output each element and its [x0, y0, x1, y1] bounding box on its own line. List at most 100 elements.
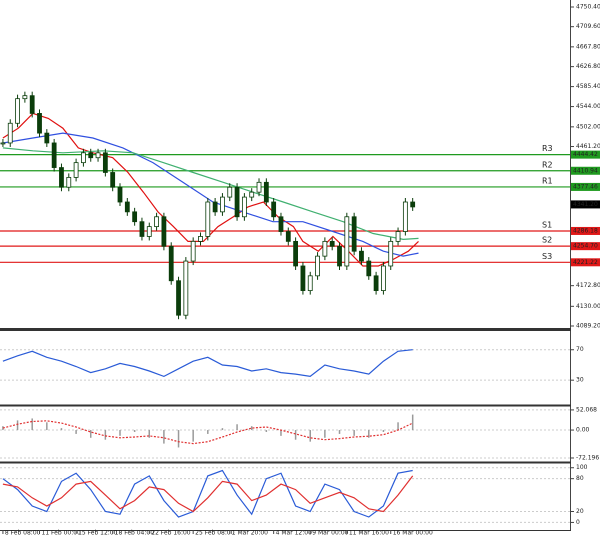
- histogram-bar: [265, 430, 268, 432]
- x-tick-label: 18 Feb 04:00: [115, 530, 155, 536]
- candle-body: [168, 245, 174, 282]
- candle-body: [7, 122, 13, 144]
- candle-body: [220, 196, 225, 213]
- level-price-label: 4444.42: [573, 151, 598, 158]
- candle-body: [344, 216, 350, 267]
- candle-body: [117, 186, 123, 203]
- candle-body: [37, 113, 42, 134]
- y-tick-label: 4089.20: [576, 323, 600, 330]
- candle-body: [124, 201, 130, 213]
- y-tick-label: 4461.20: [576, 143, 600, 150]
- indicator-line: [2, 475, 414, 513]
- level-price-box: [571, 182, 600, 191]
- x-tick-label: 4 Mar 12:00: [276, 530, 312, 536]
- candle-body: [300, 265, 306, 291]
- histogram-bar: [411, 414, 414, 431]
- indicator-line: [2, 469, 413, 518]
- candle-body: [307, 275, 313, 291]
- candle-body: [381, 265, 386, 291]
- level-price-label: 4410.94: [573, 167, 598, 174]
- candle-body: [95, 152, 101, 159]
- candle-body: [176, 280, 181, 316]
- candle-body: [278, 216, 284, 232]
- y-tick-label: 4172.80: [576, 282, 600, 289]
- histogram-bar: [294, 430, 297, 440]
- level-price-box: [571, 150, 600, 159]
- candle-body: [227, 186, 233, 198]
- moving-average: [2, 112, 419, 267]
- y-tick-label: 0: [576, 519, 580, 526]
- candle-body: [402, 201, 408, 232]
- y-tick-label: -72.196: [576, 454, 599, 461]
- histogram-bar: [75, 430, 77, 434]
- y-tick-label: 4585.40: [576, 83, 600, 90]
- y-tick-label: 0.00: [576, 427, 590, 434]
- candle-body: [88, 152, 94, 159]
- y-tick-label: 100: [576, 464, 588, 471]
- moving-average: [2, 147, 419, 241]
- x-tick-label: 11 Feb 00:00: [42, 530, 82, 536]
- level-name: S2: [542, 236, 552, 245]
- histogram-bar: [89, 430, 92, 438]
- candle-body: [66, 177, 72, 188]
- level-price-label: 4286.18: [573, 227, 598, 234]
- candle-body: [234, 186, 240, 218]
- candle-body: [44, 132, 50, 144]
- candle-body: [161, 216, 167, 247]
- x-tick-label: 16 Mar 00:00: [393, 530, 433, 536]
- candle-body: [366, 260, 372, 277]
- level-price-box: [571, 258, 600, 267]
- candle-body: [315, 255, 320, 277]
- histogram-bar: [207, 430, 209, 434]
- y-tick-label: 4626.80: [576, 63, 600, 70]
- current-price-label: 4341.20: [573, 201, 598, 208]
- x-tick-label: 8 Feb 08:00: [5, 530, 41, 536]
- candle-body: [22, 95, 28, 100]
- y-tick-label: 4130.00: [576, 303, 600, 310]
- candle-body: [337, 245, 342, 267]
- histogram-bar: [104, 430, 107, 440]
- level-price-box: [571, 166, 600, 175]
- level-price-label: 4377.46: [573, 183, 598, 190]
- histogram-bar: [324, 430, 326, 438]
- histogram-bar: [221, 428, 224, 431]
- histogram-bar: [382, 430, 385, 432]
- level-name: R1: [542, 176, 553, 185]
- y-tick-label: 70: [576, 346, 584, 353]
- level-name: R2: [542, 160, 553, 169]
- level-name: S1: [542, 220, 552, 229]
- histogram-bar: [250, 426, 253, 431]
- y-tick-label: 4709.60: [576, 23, 600, 30]
- y-tick-label: 4667.80: [576, 43, 600, 50]
- candle-body: [388, 240, 394, 267]
- candle-body: [410, 201, 416, 208]
- panel-separator: [0, 461, 571, 464]
- candle-body: [285, 231, 291, 242]
- candle-body: [15, 98, 20, 124]
- candle-body: [183, 260, 189, 316]
- candle-body: [81, 152, 86, 164]
- histogram-bar: [31, 418, 33, 431]
- candle-body: [198, 236, 203, 242]
- candle-body: [110, 172, 116, 188]
- candle-body: [359, 250, 364, 262]
- histogram-bar: [353, 430, 355, 436]
- panel-separator: [0, 404, 571, 407]
- candle-body: [0, 142, 6, 145]
- candle-body: [146, 226, 152, 237]
- candle-body: [322, 240, 328, 257]
- histogram-bar: [280, 430, 282, 436]
- histogram-bar: [46, 422, 48, 431]
- y-tick-label: 4502.00: [576, 123, 600, 130]
- histogram-bar: [368, 430, 370, 438]
- candle-body: [132, 211, 138, 223]
- histogram-bar: [397, 422, 399, 431]
- level-price-label: 4221.22: [573, 259, 598, 266]
- candle-body: [241, 196, 247, 218]
- moving-average: [2, 132, 419, 257]
- candle-body: [102, 152, 108, 173]
- level-price-box: [571, 242, 600, 251]
- y-tick-label: 80: [576, 475, 584, 482]
